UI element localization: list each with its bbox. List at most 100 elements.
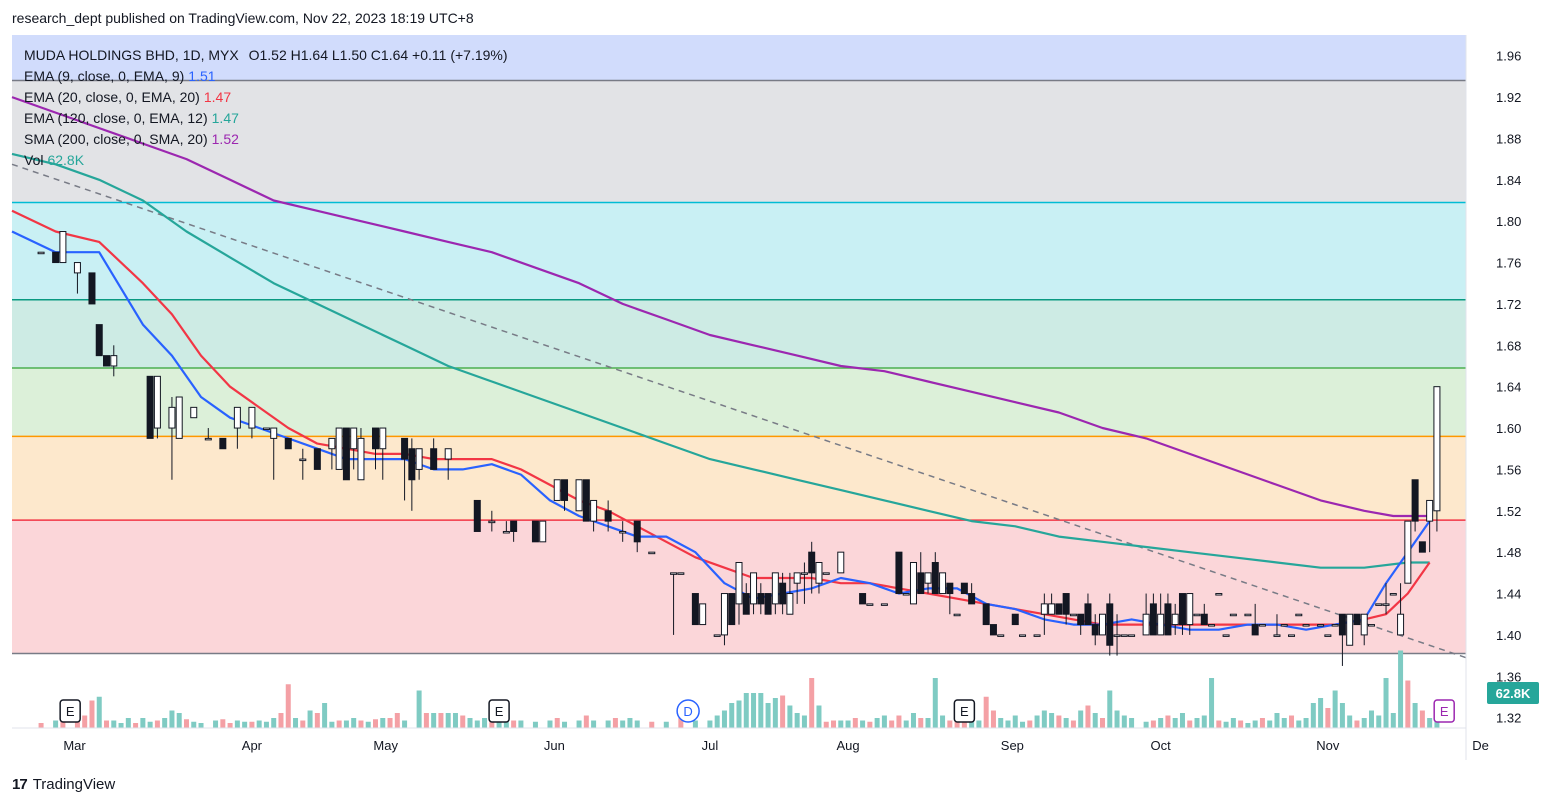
- volume-bar: [845, 720, 851, 728]
- volume-bar: [809, 678, 815, 728]
- volume-bar: [1005, 720, 1011, 728]
- volume-bar: [1347, 715, 1353, 728]
- price-tick-label: 1.32: [1496, 711, 1521, 726]
- candle-body: [233, 406, 241, 429]
- marker-label: E: [66, 704, 75, 719]
- volume-bar: [976, 720, 982, 728]
- volume-bar: [118, 723, 124, 728]
- candle-body: [909, 562, 917, 605]
- price-tick-label: 1.64: [1496, 380, 1521, 395]
- volume-bar: [801, 715, 807, 728]
- volume-bar: [1078, 710, 1084, 728]
- candle-body: [800, 572, 808, 575]
- legend-ema20[interactable]: EMA (20, close, 0, EMA, 20) 1.47: [24, 87, 508, 108]
- candle-body: [960, 582, 968, 595]
- price-tick-label: 1.88: [1496, 131, 1521, 146]
- candle-body: [1033, 634, 1041, 637]
- candle-body: [779, 582, 787, 605]
- candle-body: [1389, 593, 1397, 596]
- candle-body: [350, 427, 358, 450]
- candle-body: [720, 593, 728, 636]
- legend-symbol-row: MUDA HOLDINGS BHD, 1D, MYX O1.52 H1.64 L…: [24, 45, 508, 66]
- volume-bar: [1201, 715, 1207, 728]
- legend-sma200[interactable]: SMA (200, close, 0, SMA, 20) 1.52: [24, 129, 508, 150]
- zone-4: [12, 368, 1466, 437]
- volume-bar: [678, 718, 684, 728]
- volume-bar: [1303, 718, 1309, 728]
- earnings-icon: [59, 699, 81, 723]
- volume-bar: [293, 718, 299, 728]
- candle-body: [750, 572, 758, 605]
- candle-body: [808, 551, 816, 574]
- volume-bar: [482, 718, 488, 728]
- candle-body: [415, 448, 423, 470]
- volume-bar: [605, 720, 611, 728]
- marker-label: E: [960, 704, 969, 719]
- candle-body: [953, 613, 961, 617]
- candle-body: [1324, 634, 1332, 637]
- candle-body: [648, 551, 656, 555]
- ohlc-values: O1.52 H1.64 L1.50 C1.64 +0.11 (+7.19%): [248, 47, 508, 63]
- time-tick-label: May: [373, 738, 398, 753]
- candle-body: [1367, 624, 1375, 627]
- volume-bar: [191, 721, 197, 728]
- volume-price-badge: 62.8K: [1487, 682, 1539, 704]
- candle-body: [604, 510, 612, 522]
- volume-bar: [1158, 718, 1164, 728]
- volume-bar: [445, 713, 451, 728]
- volume-bar: [794, 713, 800, 728]
- volume-label: Vol: [24, 152, 44, 168]
- volume-bar: [511, 720, 517, 728]
- volume-bar: [1427, 718, 1433, 728]
- price-tick-label: 1.92: [1496, 90, 1521, 105]
- volume-bar: [1049, 713, 1055, 728]
- candle-body: [1338, 613, 1346, 636]
- legend-ema120[interactable]: EMA (120, close, 0, EMA, 12) 1.47: [24, 108, 508, 129]
- volume-bar: [234, 720, 240, 728]
- candle-body: [1178, 593, 1186, 626]
- volume-bar: [1383, 678, 1389, 728]
- time-tick-label: De: [1472, 738, 1489, 753]
- volume-bar: [1056, 715, 1062, 728]
- candle-body: [1397, 613, 1405, 636]
- volume-bar: [133, 723, 139, 728]
- volume-bar: [1318, 698, 1324, 728]
- candle-body: [989, 624, 997, 636]
- candle-body: [742, 593, 750, 615]
- volume-bar: [351, 718, 357, 728]
- candle-body: [313, 448, 321, 470]
- trendline-dashed: [11, 163, 1467, 659]
- volume-bar: [874, 718, 880, 728]
- volume-bar: [932, 678, 938, 728]
- volume-bar: [714, 715, 720, 728]
- candle-body: [1011, 613, 1019, 626]
- volume-bar: [1267, 720, 1273, 728]
- candle-body: [1258, 624, 1266, 627]
- candle-body: [1215, 593, 1223, 596]
- volume-bar: [489, 720, 495, 728]
- volume-bar: [692, 720, 698, 728]
- volume-bar: [147, 721, 153, 728]
- zone-2: [12, 202, 1466, 300]
- volume-bar: [940, 715, 946, 728]
- volume-bar: [1121, 715, 1127, 728]
- volume-bar: [1376, 715, 1382, 728]
- event-marker-earnings-3: E: [953, 699, 976, 723]
- volume-bar: [983, 696, 989, 728]
- volume-bar: [729, 703, 735, 728]
- candlesticks: [37, 231, 1441, 666]
- candle-body: [691, 593, 699, 626]
- price-tick-label: 1.56: [1496, 462, 1521, 477]
- candle-body: [1048, 603, 1056, 615]
- legend-volume[interactable]: Vol 62.8K: [24, 150, 508, 171]
- chart-legend: MUDA HOLDINGS BHD, 1D, MYX O1.52 H1.64 L…: [24, 45, 508, 171]
- volume-bar: [467, 718, 473, 728]
- zone-5: [12, 436, 1466, 521]
- volume-bar: [278, 713, 284, 728]
- volume-bar: [220, 719, 226, 728]
- footer-brand[interactable]: 17 TradingView: [12, 776, 115, 793]
- legend-ema9[interactable]: EMA (9, close, 0, EMA, 9) 1.51: [24, 66, 508, 87]
- candle-body: [444, 448, 452, 460]
- volume-bar: [1368, 710, 1374, 728]
